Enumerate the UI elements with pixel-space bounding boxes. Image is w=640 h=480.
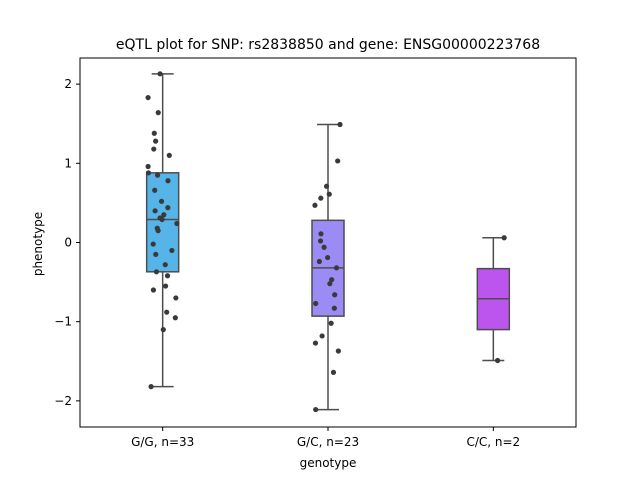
data-point (166, 152, 172, 158)
data-point (161, 212, 167, 218)
data-point (153, 269, 160, 275)
data-point (150, 287, 157, 293)
data-point (150, 241, 156, 247)
data-point (316, 258, 322, 265)
data-point (154, 172, 161, 178)
data-point (317, 238, 324, 244)
data-point (332, 292, 338, 298)
y-axis-label: phenotype (31, 212, 45, 276)
data-point (321, 244, 327, 250)
data-point (318, 231, 324, 237)
data-point (327, 281, 333, 287)
data-point (337, 121, 343, 128)
x-axis-label: genotype (300, 456, 357, 470)
data-point (162, 262, 168, 268)
data-point (152, 187, 158, 193)
data-point (173, 295, 179, 301)
data-point (155, 228, 161, 234)
y-tick-label: 1 (64, 156, 72, 170)
data-point (158, 198, 165, 204)
data-point (501, 235, 507, 241)
data-point (313, 300, 319, 307)
data-point (331, 305, 337, 311)
data-point (152, 208, 158, 214)
data-point (172, 315, 178, 321)
data-point (318, 195, 324, 201)
data-point (329, 277, 335, 283)
data-point (326, 191, 332, 197)
data-point (151, 130, 157, 136)
data-point (164, 309, 170, 315)
data-point (335, 348, 341, 354)
data-point (159, 216, 165, 223)
data-point (323, 183, 330, 189)
plot-area: −2 −1 0 1 2 G/G, n=33 G/C, n=23 C/C, n=2 (54, 57, 577, 449)
y-tick-label: −1 (54, 315, 72, 329)
x-tick-label: G/G, n=33 (131, 435, 194, 449)
y-tick-label: 0 (64, 236, 72, 250)
data-point (145, 94, 151, 101)
x-tick-label: G/C, n=23 (297, 435, 359, 449)
data-point (145, 170, 152, 176)
x-tick-label: C/C, n=2 (466, 435, 520, 449)
data-point (148, 384, 154, 390)
data-point (330, 369, 337, 375)
box (145, 172, 180, 273)
data-point (335, 158, 341, 164)
data-point (155, 110, 161, 116)
data-point (333, 265, 340, 271)
y-tick-label: 2 (64, 77, 72, 91)
data-point (169, 247, 175, 254)
chart-title: eQTL plot for SNP: rs2838850 and gene: E… (116, 37, 540, 53)
data-point (313, 406, 319, 413)
data-point (174, 220, 180, 227)
data-point (153, 138, 159, 144)
data-point (145, 163, 151, 170)
y-tick-label: −2 (54, 394, 72, 408)
data-point (160, 327, 166, 333)
data-point (325, 254, 331, 261)
data-point (165, 205, 171, 211)
data-point (151, 146, 157, 152)
data-point (494, 357, 501, 364)
data-point (312, 340, 319, 346)
data-point (153, 251, 159, 257)
data-point (328, 320, 334, 326)
data-point (164, 273, 171, 279)
data-point (163, 283, 169, 289)
data-point (312, 202, 318, 208)
data-point (157, 71, 163, 77)
data-point (319, 333, 325, 339)
data-point (165, 178, 171, 184)
